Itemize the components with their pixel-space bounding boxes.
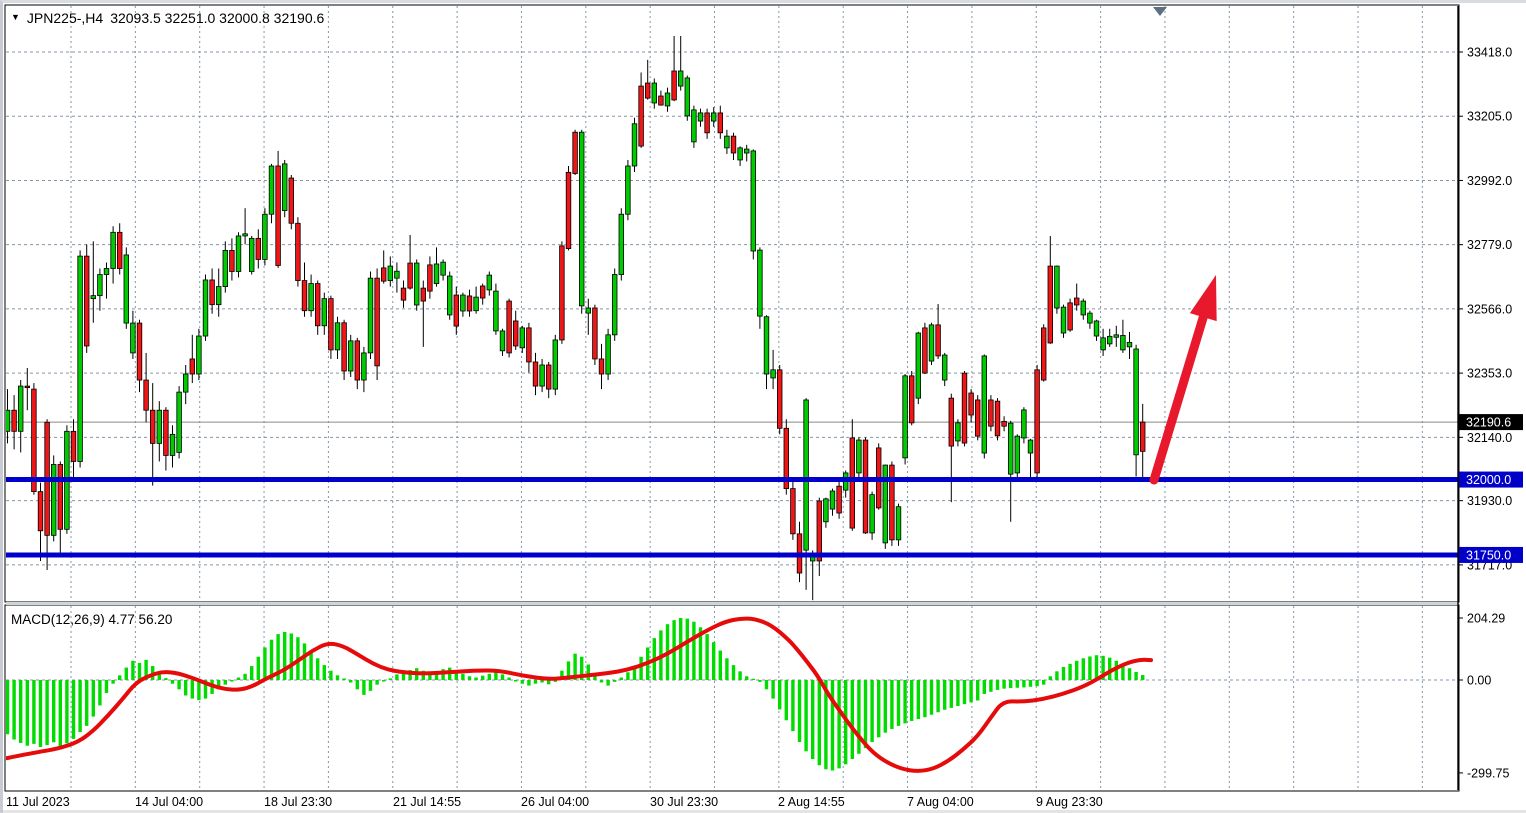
- support-price-badge-1: 32000.0: [1459, 471, 1523, 488]
- chart-shift-marker[interactable]: [1153, 7, 1167, 16]
- collapse-triangle-icon[interactable]: ▼: [11, 12, 20, 22]
- current-price-badge: 32190.6: [1459, 414, 1523, 431]
- svg-text:32140.0: 32140.0: [1467, 431, 1512, 445]
- svg-text:14 Jul 04:00: 14 Jul 04:00: [135, 795, 203, 809]
- svg-text:32779.0: 32779.0: [1467, 238, 1512, 252]
- svg-text:18 Jul 23:30: 18 Jul 23:30: [264, 795, 332, 809]
- support-price-badge-2: 31750.0: [1459, 546, 1523, 563]
- ohlc-values: 32093.5 32251.0 32000.8 32190.6: [110, 10, 325, 26]
- macd-pane-border: [4, 604, 1460, 792]
- svg-text:-299.75: -299.75: [1467, 766, 1509, 780]
- svg-text:21 Jul 14:55: 21 Jul 14:55: [393, 795, 461, 809]
- svg-text:30 Jul 23:30: 30 Jul 23:30: [650, 795, 718, 809]
- svg-text:32353.0: 32353.0: [1467, 367, 1512, 381]
- macd-indicator-label: MACD(12,26,9) 4.77 56.20: [11, 612, 173, 627]
- candlestick-series: [6, 36, 1146, 601]
- svg-text:33418.0: 33418.0: [1467, 46, 1512, 60]
- window-bottom-edge: [3, 810, 1526, 813]
- svg-text:7 Aug 04:00: 7 Aug 04:00: [907, 795, 974, 809]
- svg-text:33205.0: 33205.0: [1467, 110, 1512, 124]
- price-axis-labels: 33418.0 33205.0 32992.0 32779.0 32566.0 32353…: [1458, 46, 1512, 572]
- main-pane-border: [4, 4, 1460, 603]
- macd-axis-labels: 204.29 0.00 -299.75: [1458, 612, 1509, 780]
- chart-canvas[interactable]: 33418.0 33205.0 32992.0 32779.0 32566.0 32353…: [3, 3, 1526, 813]
- svg-text:32000.0: 32000.0: [1466, 473, 1511, 487]
- pane-splitter[interactable]: [6, 602, 1458, 605]
- svg-text:9 Aug 23:30: 9 Aug 23:30: [1036, 795, 1103, 809]
- macd-signal-line: [6, 616, 1153, 773]
- svg-text:31930.0: 31930.0: [1467, 494, 1512, 508]
- svg-text:204.29: 204.29: [1467, 612, 1505, 626]
- time-axis-labels[interactable]: 11 Jul 2023 14 Jul 04:00 18 Jul 23:30 21 Ju…: [6, 795, 1103, 809]
- svg-text:11 Jul 2023: 11 Jul 2023: [6, 795, 70, 809]
- svg-text:26 Jul 04:00: 26 Jul 04:00: [521, 795, 589, 809]
- svg-text:32992.0: 32992.0: [1467, 174, 1512, 188]
- price-gridlines: [6, 51, 1458, 566]
- time-gridlines: [70, 6, 1423, 790]
- svg-text:2 Aug 14:55: 2 Aug 14:55: [778, 795, 845, 809]
- svg-text:0.00: 0.00: [1467, 674, 1491, 688]
- svg-text:31750.0: 31750.0: [1466, 548, 1511, 562]
- svg-text:32190.6: 32190.6: [1466, 416, 1511, 430]
- chart-title: ▼ JPN225-,H4 32093.5 32251.0 32000.8 321…: [11, 10, 324, 26]
- symbol-period-label: JPN225-,H4: [26, 10, 104, 26]
- trend-arrow[interactable]: [1149, 275, 1217, 485]
- svg-text:32566.0: 32566.0: [1467, 302, 1512, 316]
